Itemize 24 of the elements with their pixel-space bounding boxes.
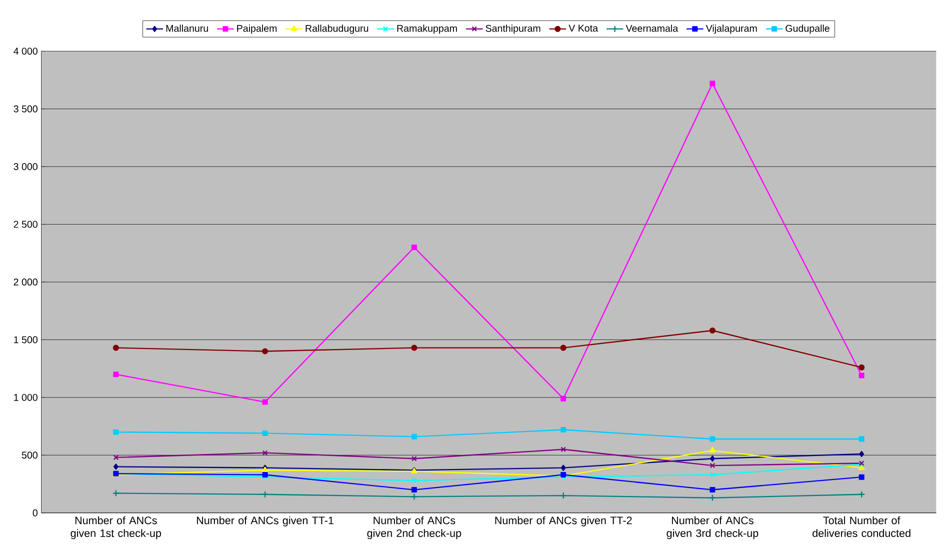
legend-label: Mallanuru (166, 24, 208, 32)
y-tick-label: 1 500 (14, 336, 38, 344)
y-tick-label: 2 500 (14, 220, 38, 228)
x-tick-label: Number of ANCs given TT-1 (197, 516, 334, 526)
legend-label: Rallabuduguru (306, 24, 368, 34)
y-tick-label: 1 000 (14, 394, 38, 401)
y-tick-label: 3 000 (14, 163, 38, 170)
legend-label: Veernamala (626, 24, 678, 32)
x-tick-label: Number of ANCs given 1st check-up (70, 516, 162, 540)
legend-label: Santhipuram (486, 24, 540, 34)
legend-label: Vijalapuram (706, 24, 757, 34)
legend-label: V Kota (568, 24, 598, 32)
y-tick-label: 2 000 (14, 278, 38, 286)
legend-label: Gudupalle (786, 24, 830, 34)
y-tick-label: 3 500 (14, 105, 38, 112)
x-tick-label: Total Number of deliveries conducted (812, 516, 910, 537)
y-tick-label: 4 000 (14, 48, 38, 55)
legend-label: Paipalem (237, 24, 277, 34)
x-tick-label: Number of ANCs given 3rd check-up (666, 516, 758, 540)
x-tick-label: Number of ANCs given TT-2 (495, 516, 632, 526)
y-tick-label: 0 (32, 509, 38, 516)
y-tick-label: 500 (22, 452, 38, 459)
legend-label: Ramakuppam (397, 24, 457, 34)
x-tick-label: Number of ANCs given 2nd check-up (367, 516, 462, 540)
